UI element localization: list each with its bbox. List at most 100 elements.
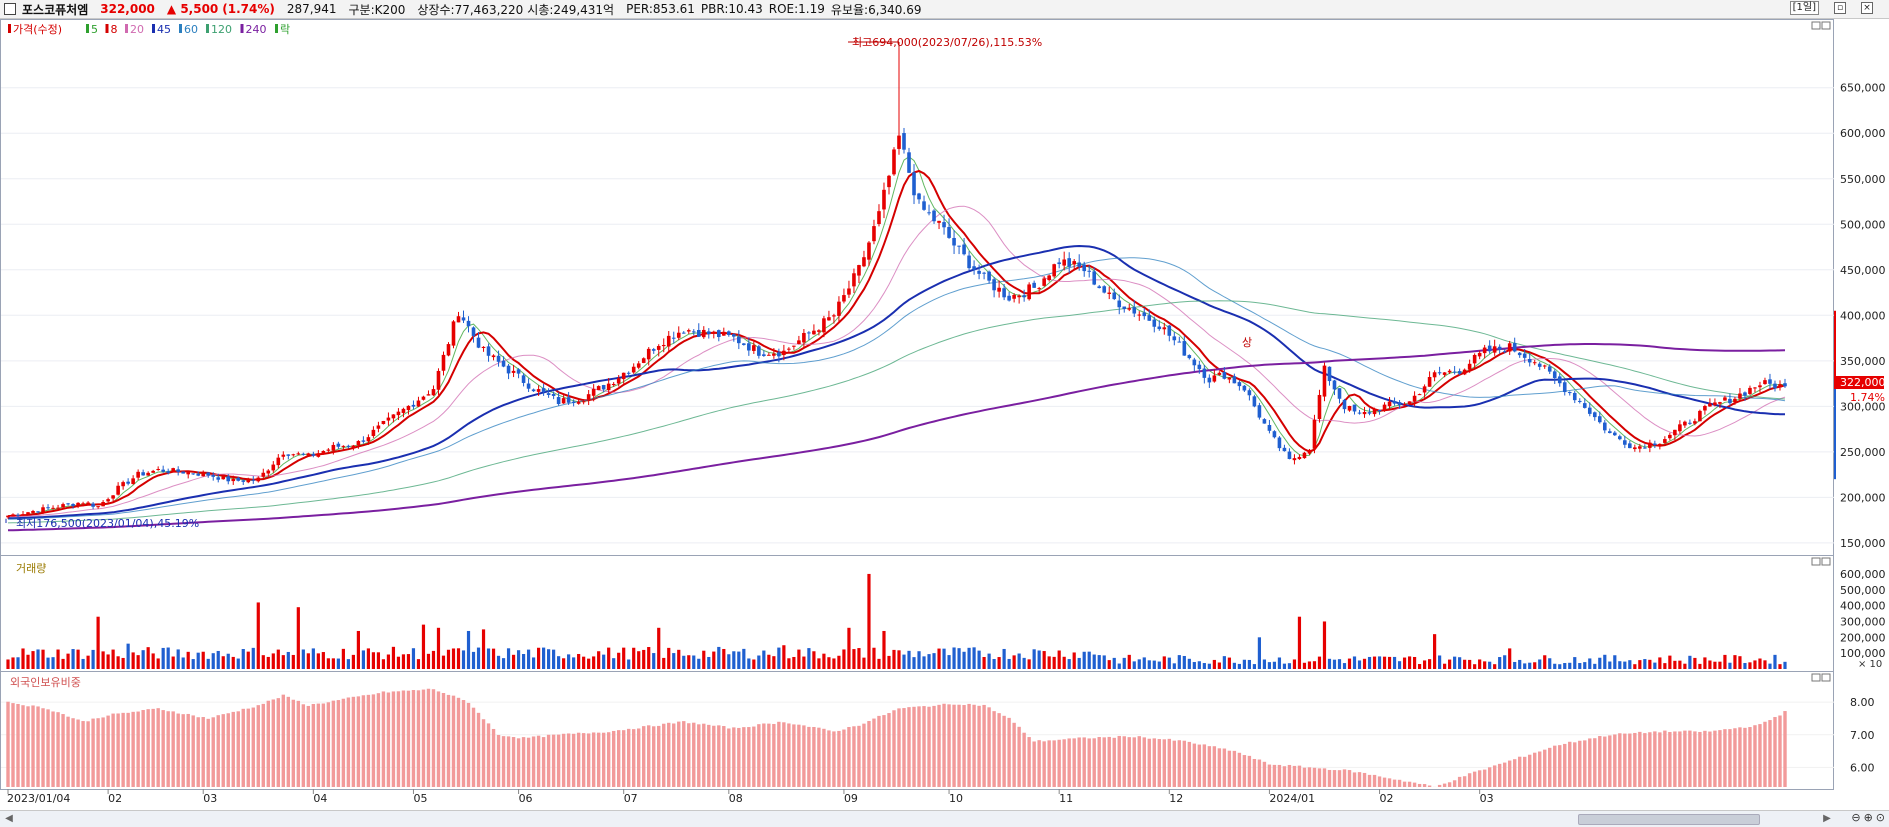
volume-bar bbox=[1263, 660, 1266, 669]
foreign-ratio-bar bbox=[857, 726, 860, 787]
candle bbox=[1573, 391, 1577, 403]
volume-bar bbox=[1113, 658, 1116, 669]
legend-swatch bbox=[125, 24, 128, 33]
volume-bar bbox=[802, 657, 805, 669]
volume-bar bbox=[682, 656, 685, 669]
panel-maximize-icon[interactable] bbox=[1812, 558, 1820, 565]
ma-45-line bbox=[8, 246, 1785, 518]
foreign-ratio-bar bbox=[1438, 785, 1441, 787]
foreign-ratio-bar bbox=[207, 719, 210, 787]
panel-close-icon[interactable] bbox=[1822, 558, 1830, 565]
foreign-ratio-bar bbox=[181, 714, 184, 787]
scroll-right-icon[interactable]: ▶ bbox=[1820, 811, 1834, 826]
panel-close-icon[interactable] bbox=[1822, 674, 1830, 681]
foreign-ratio-bar bbox=[747, 727, 750, 787]
volume-bar bbox=[112, 650, 115, 669]
volume-bar bbox=[717, 647, 720, 669]
foreign-ratio-bar bbox=[1683, 731, 1686, 787]
candle bbox=[1593, 411, 1597, 420]
volume-bar bbox=[812, 651, 815, 669]
volume-bar bbox=[967, 648, 970, 669]
zoom-out-icon[interactable]: ⊖ bbox=[1851, 811, 1860, 824]
foreign-ratio-bar bbox=[1388, 778, 1391, 787]
foreign-ratio-bar bbox=[212, 717, 215, 787]
foreign-ratio-bar bbox=[322, 703, 325, 787]
candle bbox=[1408, 401, 1412, 404]
volume-bar bbox=[167, 648, 170, 669]
volume-bar bbox=[1273, 662, 1276, 669]
x-tick-label: 07 bbox=[624, 792, 638, 805]
candle bbox=[1563, 380, 1567, 395]
volume-bar bbox=[662, 658, 665, 669]
foreign-ratio-bar bbox=[537, 736, 540, 787]
volume-bar bbox=[482, 629, 485, 669]
volume-bar bbox=[1193, 662, 1196, 669]
panel-maximize-icon[interactable] bbox=[1812, 674, 1820, 681]
volume-bar bbox=[1363, 659, 1366, 669]
volume-bar bbox=[787, 658, 790, 669]
foreign-ratio-bar bbox=[1623, 734, 1626, 787]
foreign-ratio-bar bbox=[1368, 775, 1371, 787]
candle bbox=[1203, 365, 1207, 383]
candle bbox=[1383, 402, 1387, 412]
volume-bar bbox=[1643, 659, 1646, 669]
horizontal-scrollbar[interactable]: ◀ ▶ ⊖ ⊕ ⊙ bbox=[0, 810, 1889, 827]
foreign-ratio-bar bbox=[1193, 744, 1196, 787]
sang-marker: 상 bbox=[1242, 336, 1252, 349]
panel-close-icon[interactable] bbox=[1822, 22, 1830, 29]
panel-maximize-icon[interactable] bbox=[1812, 22, 1820, 29]
candle bbox=[1678, 420, 1682, 434]
foreign-ratio-bar bbox=[347, 697, 350, 787]
foreign-ratio-bar bbox=[717, 725, 720, 787]
volume-bar bbox=[247, 652, 250, 669]
zoom-in-icon[interactable]: ⊕ bbox=[1864, 811, 1873, 824]
candle bbox=[957, 246, 961, 255]
volume-bar bbox=[227, 654, 230, 669]
volume-bar bbox=[597, 651, 600, 669]
volume-bar bbox=[832, 658, 835, 669]
foreign-ratio-bar bbox=[752, 727, 755, 787]
foreign-ratio-bar bbox=[1318, 768, 1321, 787]
candle bbox=[677, 326, 681, 340]
foreign-ratio-bar bbox=[1007, 718, 1010, 787]
candle bbox=[1488, 340, 1492, 353]
candle bbox=[1348, 406, 1352, 412]
foreign-ratio-bar bbox=[1508, 761, 1511, 787]
foreign-ratio-bar bbox=[677, 722, 680, 787]
scroll-left-icon[interactable]: ◀ bbox=[2, 811, 16, 826]
foreign-ratio-bar bbox=[1093, 738, 1096, 787]
foreign-ratio-bar bbox=[1718, 730, 1721, 787]
candle bbox=[917, 193, 921, 204]
candle bbox=[967, 251, 971, 270]
volume-y-tick: 600,000 bbox=[1840, 568, 1886, 581]
zoom-reset-icon[interactable]: ⊙ bbox=[1876, 811, 1885, 824]
candle bbox=[312, 452, 316, 458]
volume-bar bbox=[602, 655, 605, 669]
foreign-ratio-bar bbox=[1673, 731, 1676, 787]
volume-bar bbox=[1173, 663, 1176, 669]
volume-bar bbox=[1413, 657, 1416, 669]
volume-bar bbox=[517, 650, 520, 669]
volume-bar bbox=[1698, 664, 1701, 669]
volume-bar bbox=[81, 659, 84, 669]
x-tick-label: 08 bbox=[729, 792, 743, 805]
candle bbox=[1032, 281, 1036, 288]
candle bbox=[547, 388, 551, 398]
candle bbox=[131, 475, 135, 484]
foreign-ratio-bar bbox=[1133, 737, 1136, 787]
panel-frame bbox=[1, 556, 1834, 672]
volume-bar bbox=[993, 659, 996, 669]
candle bbox=[1293, 454, 1297, 464]
scroll-thumb[interactable] bbox=[1578, 814, 1760, 825]
volume-bar bbox=[1473, 664, 1476, 669]
volume-bar bbox=[1143, 657, 1146, 669]
foreign-ratio-bar bbox=[1608, 735, 1611, 787]
foreign-ratio-bar bbox=[407, 691, 410, 787]
volume-bar bbox=[442, 656, 445, 669]
volume-bar bbox=[1728, 663, 1731, 669]
foreign-ratio-bar bbox=[1062, 739, 1065, 787]
volume-bar bbox=[1268, 662, 1271, 669]
foreign-ratio-bar bbox=[237, 711, 240, 787]
